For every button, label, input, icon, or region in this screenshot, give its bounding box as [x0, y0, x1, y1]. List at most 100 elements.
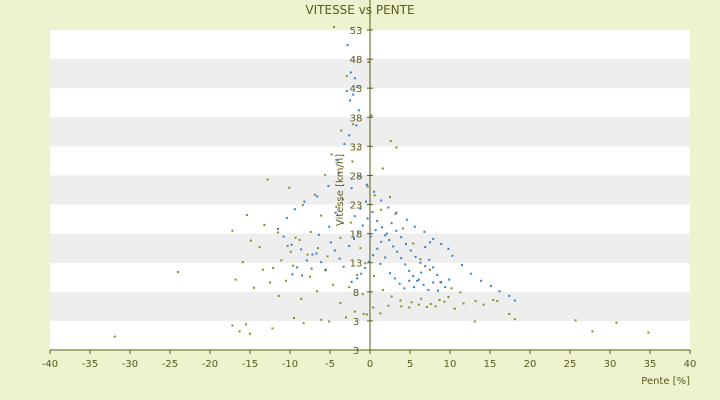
data-point: [353, 237, 355, 240]
data-point: [351, 160, 354, 163]
data-point: [440, 281, 443, 284]
data-point: [316, 195, 319, 198]
data-point: [353, 215, 356, 218]
y-tick-label: 3: [353, 317, 359, 328]
data-point: [291, 273, 294, 276]
data-point: [338, 257, 341, 260]
data-point: [513, 318, 516, 321]
data-point: [450, 287, 453, 290]
data-point: [432, 237, 435, 240]
data-point: [355, 124, 358, 127]
data-point: [361, 224, 364, 227]
data-point: [365, 313, 368, 316]
x-tick-label: -15: [242, 359, 258, 370]
data-point: [427, 289, 430, 292]
data-point: [341, 222, 344, 225]
data-point: [328, 225, 331, 228]
data-point: [300, 297, 303, 300]
data-point: [390, 295, 393, 298]
data-point: [395, 229, 398, 232]
y-tick-label: 13: [350, 259, 363, 270]
data-point: [365, 200, 367, 203]
data-point: [389, 272, 391, 275]
data-point: [320, 261, 323, 264]
data-point: [325, 268, 327, 271]
x-tick-label: -30: [122, 359, 138, 370]
data-point: [241, 261, 244, 264]
data-point: [345, 74, 348, 77]
data-point: [271, 327, 274, 330]
data-point: [356, 86, 359, 89]
data-point: [434, 305, 437, 308]
data-point: [293, 317, 295, 319]
data-point: [367, 61, 370, 63]
data-point: [280, 259, 283, 262]
data-point: [343, 143, 346, 146]
data-point: [342, 265, 345, 268]
data-point: [346, 44, 349, 47]
data-point: [328, 320, 331, 323]
data-point: [372, 254, 375, 257]
data-point: [302, 322, 305, 325]
data-point: [399, 299, 402, 302]
data-point: [398, 282, 401, 285]
data-point: [364, 262, 367, 265]
data-point: [384, 256, 387, 259]
y-tick-label: 23: [350, 201, 363, 212]
data-point: [400, 236, 403, 239]
data-point: [379, 312, 382, 315]
data-point: [113, 335, 116, 338]
data-point: [349, 221, 352, 224]
data-point: [393, 277, 396, 280]
data-point: [448, 278, 451, 281]
data-point: [348, 134, 351, 137]
data-point: [371, 211, 374, 214]
data-point: [417, 278, 420, 281]
x-tick-label: -10: [282, 359, 298, 370]
data-point: [359, 207, 362, 210]
data-point: [282, 235, 285, 238]
data-point: [420, 271, 423, 274]
data-point: [461, 264, 463, 267]
data-point: [352, 123, 355, 126]
data-point: [387, 304, 390, 307]
data-point: [380, 240, 383, 243]
y-tick-label: 3: [353, 346, 359, 357]
data-point: [353, 77, 356, 80]
data-point: [508, 312, 511, 315]
data-point: [327, 184, 330, 187]
data-point: [334, 211, 337, 214]
data-point: [443, 300, 446, 303]
data-point: [366, 185, 369, 188]
data-point: [356, 277, 359, 280]
data-point: [301, 204, 304, 207]
data-point: [320, 214, 323, 217]
y-tick-label: 53: [350, 26, 363, 37]
data-point: [309, 230, 312, 233]
data-point: [340, 129, 343, 132]
x-tick-label: 25: [564, 359, 577, 370]
data-point: [395, 146, 398, 149]
data-point: [177, 271, 179, 274]
data-point: [366, 217, 369, 220]
data-point: [296, 266, 299, 269]
data-point: [615, 321, 618, 324]
x-tick-label: 20: [524, 359, 537, 370]
data-point: [285, 279, 287, 282]
data-point: [447, 296, 450, 299]
y-tick-label: 18: [350, 230, 363, 241]
y-tick-label: 48: [350, 55, 363, 66]
data-point: [249, 332, 251, 335]
data-point: [361, 293, 364, 296]
data-point: [245, 214, 248, 217]
data-point: [258, 246, 261, 249]
data-point: [261, 268, 264, 271]
data-point: [272, 266, 275, 269]
data-point: [349, 99, 351, 102]
data-point: [231, 229, 234, 232]
data-point: [400, 257, 403, 260]
data-point: [453, 307, 456, 310]
data-point: [414, 255, 417, 258]
data-point: [294, 236, 297, 239]
